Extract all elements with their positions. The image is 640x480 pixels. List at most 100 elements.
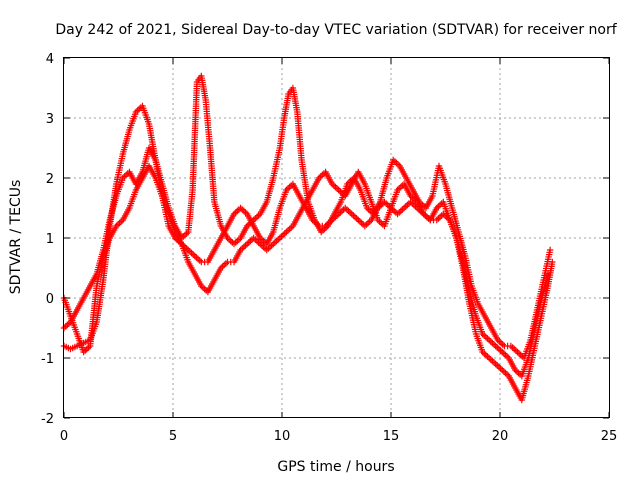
data-point: [136, 105, 143, 113]
data-point: [353, 215, 360, 222]
data-point: [433, 216, 440, 224]
data-point: [499, 341, 506, 348]
data-point: [188, 249, 195, 257]
data-point: [240, 243, 248, 251]
data-point: [122, 171, 130, 179]
data-point: [394, 210, 401, 218]
data-point: [234, 207, 241, 215]
data-point: [423, 213, 431, 221]
data-point: [485, 336, 493, 344]
y-tick-label: 0: [46, 292, 54, 307]
data-point: [273, 237, 280, 245]
data-point: [189, 251, 197, 258]
data-point: [333, 185, 341, 192]
x-tick-label: 0: [60, 429, 68, 444]
data-point: [348, 210, 355, 218]
y-tick-label: 4: [46, 52, 54, 67]
data-point: [260, 243, 267, 251]
data-point: [245, 239, 252, 246]
data-point: [194, 255, 202, 263]
data-point: [363, 221, 370, 228]
data-point: [395, 209, 403, 216]
data-point: [364, 219, 372, 227]
data-point: [393, 159, 400, 167]
data-point: [355, 216, 362, 224]
data-point: [253, 213, 261, 221]
data-point: [356, 218, 364, 225]
x-tick-label: 25: [601, 429, 618, 444]
data-point: [193, 254, 200, 261]
data-point: [64, 321, 71, 329]
data-point: [500, 368, 508, 375]
data-point: [276, 234, 284, 242]
data-point: [497, 347, 504, 354]
data-point: [350, 212, 357, 219]
data-point: [319, 171, 326, 179]
data-point: [382, 200, 390, 207]
data-point: [495, 345, 503, 353]
data-point: [351, 213, 359, 221]
data-point: [283, 228, 290, 236]
data-point: [230, 240, 238, 248]
data-point: [83, 345, 91, 353]
data-point: [487, 338, 494, 345]
data-point: [186, 248, 194, 255]
plot-frame: [63, 57, 610, 418]
data-point: [286, 183, 293, 191]
data-point: [252, 236, 259, 243]
data-point: [252, 215, 259, 222]
data-point: [247, 237, 254, 245]
series-track-c: [60, 162, 552, 380]
data-point: [400, 204, 408, 212]
data-point: [221, 261, 228, 269]
data-point: [196, 257, 203, 264]
data-point: [502, 369, 509, 377]
data-point: [498, 366, 506, 374]
data-point: [509, 344, 516, 351]
data-point: [489, 339, 496, 347]
data-point: [116, 219, 123, 227]
data-point: [482, 351, 490, 359]
data-point: [265, 245, 272, 252]
data-point: [242, 242, 249, 249]
data-point: [436, 201, 444, 209]
data-point: [482, 333, 490, 341]
data-point: [270, 240, 277, 248]
data-point: [222, 260, 230, 267]
data-point: [279, 231, 287, 239]
data-point: [335, 186, 342, 194]
data-point: [546, 246, 554, 254]
data-point: [337, 188, 344, 195]
y-tick-label: 1: [46, 232, 54, 247]
data-point: [258, 242, 266, 249]
data-point: [544, 270, 552, 278]
data-point: [191, 252, 198, 260]
x-axis-label: GPS time / hours: [277, 459, 394, 475]
x-tick-label: 15: [383, 429, 400, 444]
y-tick-label: 2: [46, 172, 54, 187]
data-point: [485, 354, 493, 362]
data-point: [243, 240, 251, 248]
data-point: [239, 206, 246, 213]
data-point: [409, 200, 416, 207]
data-point: [502, 351, 509, 359]
data-points: [60, 72, 556, 404]
data-point: [274, 236, 282, 243]
y-tick-label: -2: [41, 412, 54, 427]
data-point: [514, 348, 521, 356]
data-point: [281, 230, 288, 237]
data-point: [489, 357, 496, 365]
y-axis-label: SDTVAR / TECUs: [8, 180, 24, 295]
data-point: [497, 339, 505, 347]
data-point: [490, 359, 498, 366]
data-point: [495, 363, 503, 371]
data-point: [492, 342, 499, 350]
data-point: [278, 233, 285, 240]
data-point: [240, 207, 248, 215]
data-point: [500, 350, 508, 357]
data-point: [338, 207, 346, 215]
data-point: [517, 351, 524, 359]
data-point: [255, 239, 262, 246]
data-point: [399, 206, 406, 213]
